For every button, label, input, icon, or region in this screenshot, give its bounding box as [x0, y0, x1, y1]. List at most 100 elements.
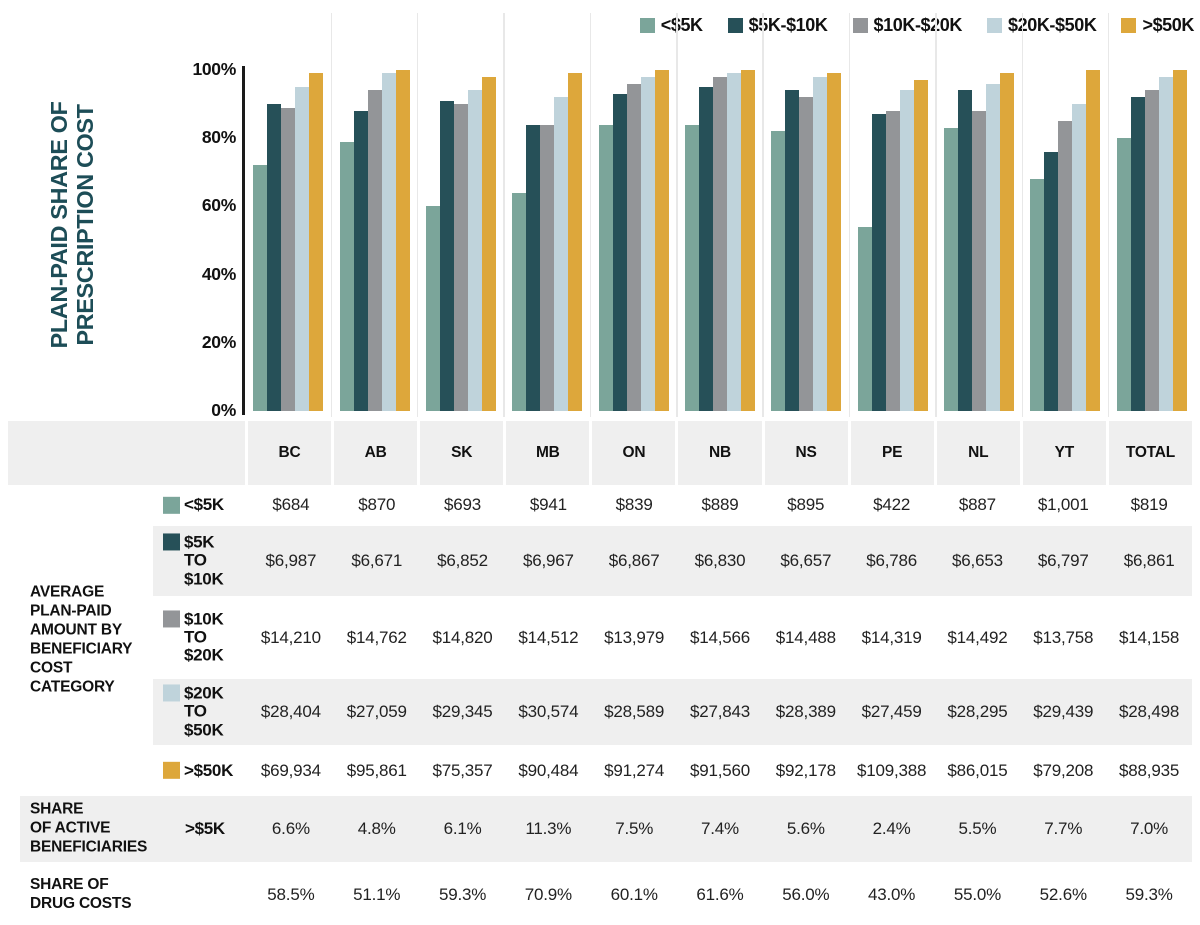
column-header-row: BC AB SK MB ON NB NS PE NL YT TOTAL — [8, 421, 1192, 485]
bar-NL-$20K-$50K — [986, 83, 1001, 411]
table-cell: $13,758 — [1033, 627, 1094, 647]
row-category: $5K TO $10K — [163, 533, 224, 588]
bar-group-NS — [763, 70, 849, 411]
table-cell: 52.6% — [1039, 885, 1087, 904]
table-cell: $895 — [787, 495, 825, 514]
legend-item: $5K-$10K — [727, 15, 828, 36]
category-swatch — [163, 609, 180, 627]
table-cell: $27,059 — [346, 702, 407, 721]
table-cell: 11.3% — [525, 819, 572, 838]
legend-label: $20K-$50K — [1007, 15, 1097, 35]
column-header: BC — [248, 421, 332, 485]
table-cell: 6.6% — [271, 819, 310, 838]
bar-YT->$50K — [1086, 70, 1101, 411]
bar-SK-$5K-$10K — [439, 100, 454, 411]
row-shade — [153, 526, 1192, 596]
bar-SK->$50K — [481, 76, 496, 411]
table-cell: $90,484 — [518, 760, 579, 780]
table-cell: 7.7% — [1044, 819, 1083, 838]
row-label-cell: $20K TO $50K — [8, 676, 248, 748]
bar-MB-$10K-$20K — [540, 124, 555, 411]
data-table: <$5K $684 $870 $693 $941 $839 $889 $895 $422 $887… — [8, 487, 1192, 925]
bar-TOTAL-$10K-$20K — [1144, 90, 1159, 411]
table-cell: $14,488 — [775, 627, 836, 647]
legend-item: >$50K — [1121, 15, 1194, 36]
table-cell: $14,210 — [260, 627, 321, 647]
table-cell: $28,498 — [1119, 702, 1180, 721]
table-cell: $941 — [529, 495, 567, 514]
table-cell: 2.4% — [872, 819, 911, 838]
table-cell: $6,967 — [522, 551, 574, 570]
table-cell: $6,671 — [351, 551, 403, 570]
table-cell: $28,295 — [947, 702, 1008, 721]
table-cell: $1,001 — [1037, 495, 1089, 514]
category-label: >$5K — [185, 818, 225, 838]
bar-group-NB — [677, 70, 763, 411]
category-label: $10K TO $20K — [184, 608, 224, 665]
bar-ON->$50K — [654, 70, 669, 411]
legend-label: <$5K — [660, 15, 703, 35]
average-group-label: AVERAGE PLAN-PAID AMOUNT BY BENEFICIARY … — [30, 583, 133, 695]
table-cell: $6,830 — [694, 551, 746, 570]
table-cell: $91,560 — [689, 760, 751, 780]
table-row: $5K TO $10K $6,987 $6,671 $6,852 $6,967 $6,86… — [8, 523, 1192, 599]
plot-area — [245, 70, 1195, 411]
gridline — [1021, 13, 1024, 417]
table-cell: 4.8% — [357, 819, 396, 838]
row-group-label: SHARE OF DRUG COSTS — [30, 876, 132, 912]
row-label-cell: SHARE OF ACTIVE BENEFICIARIES >$5K — [8, 793, 248, 865]
table-cell: $79,208 — [1033, 760, 1094, 780]
legend-label: $10K-$20K — [873, 15, 963, 35]
table-cell: $28,389 — [775, 702, 836, 721]
table-cell: $693 — [444, 495, 482, 514]
table-cell: $14,566 — [689, 627, 751, 647]
table-cell: 5.6% — [786, 819, 825, 838]
bar-group-PE — [850, 70, 936, 411]
row-category: $10K TO $20K — [163, 608, 224, 665]
table-row: >$50K $69,934 $95,861 $75,357 $90,484 $91,274… — [8, 748, 1192, 793]
bar-MB-$5K-$10K — [526, 124, 541, 411]
bar-group-AB — [331, 70, 417, 411]
bar-NS-<$5K — [771, 131, 786, 411]
gridline — [676, 13, 678, 417]
bar-NS->$50K — [827, 73, 842, 411]
column-header: AB — [334, 421, 418, 485]
table-cell: 7.5% — [615, 819, 654, 838]
bar-BC-<$5K — [253, 165, 268, 411]
table-cell: 59.3% — [1125, 885, 1173, 904]
row-category: $20K TO $50K — [163, 684, 224, 739]
column-header: NB — [678, 421, 762, 485]
bar-NL-$5K-$10K — [958, 90, 973, 411]
table-cell: $889 — [701, 495, 739, 514]
table-cell: $887 — [958, 495, 996, 514]
table-cell: $109,388 — [856, 760, 927, 780]
table-row: $10K TO $20K $14,210 $14,762 $14,820 $14,512… — [8, 599, 1192, 676]
table-cell: $14,158 — [1119, 627, 1180, 647]
table-cell: $422 — [873, 495, 911, 514]
legend-swatch — [986, 18, 1002, 33]
table-cell: $6,657 — [780, 551, 832, 570]
gridline — [416, 13, 419, 417]
table-cell: $28,589 — [604, 702, 665, 721]
bar-MB->$50K — [568, 73, 583, 411]
legend-swatch — [639, 18, 655, 33]
bar-ON-<$5K — [598, 124, 613, 411]
bar-PE-$10K-$20K — [885, 110, 900, 411]
chart-axis-title-line1: PLAN-PAID SHARE OF — [46, 101, 72, 349]
table-cell: 58.5% — [267, 885, 315, 904]
legend-item: $20K-$50K — [986, 15, 1097, 36]
table-cell: $69,934 — [260, 760, 321, 780]
bar-BC-$10K-$20K — [281, 107, 296, 411]
legend-swatch — [852, 18, 868, 33]
row-label-cell: <$5K — [8, 487, 248, 523]
row-label-cell: >$50K — [8, 748, 248, 793]
table-cell: 7.0% — [1130, 819, 1169, 838]
bar-SK-<$5K — [425, 206, 440, 411]
chart-gridlines — [245, 13, 1195, 417]
y-axis-tick-label: 0% — [211, 400, 236, 420]
row-label-cell: $10K TO $20K — [8, 599, 248, 676]
bar-group-YT — [1022, 70, 1108, 411]
category-label: <$5K — [184, 494, 224, 514]
row-shade — [153, 679, 1192, 745]
table-cell: $86,015 — [947, 760, 1008, 780]
